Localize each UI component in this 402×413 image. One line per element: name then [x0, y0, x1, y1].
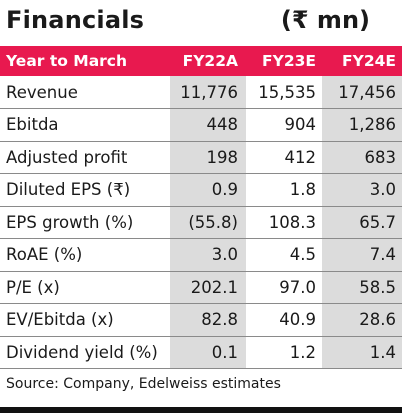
cell-fy23e: 1.8: [246, 173, 322, 206]
cell-fy22a: 198: [170, 141, 246, 174]
cell-fy23e: 1.2: [246, 336, 322, 369]
row-label: Revenue: [0, 76, 170, 109]
cell-fy23e: 904: [246, 108, 322, 141]
cell-fy22a: 0.9: [170, 173, 246, 206]
table-row: RoAE (%) 3.0 4.5 7.4: [0, 238, 402, 271]
table-row: P/E (x) 202.1 97.0 58.5: [0, 271, 402, 304]
row-label: EPS growth (%): [0, 206, 170, 239]
cell-fy24e: 65.7: [322, 206, 402, 239]
source-note: Source: Company, Edelweiss estimates: [6, 376, 281, 392]
header-year-to-march: Year to March: [6, 52, 128, 70]
cell-fy24e: 3.0: [322, 173, 402, 206]
row-label: RoAE (%): [0, 238, 170, 271]
bottom-rule: [0, 407, 402, 413]
header-fy22a: FY22A: [182, 52, 238, 70]
cell-fy23e: 15,535: [246, 76, 322, 109]
table-row: EV/Ebitda (x) 82.8 40.9 28.6: [0, 303, 402, 336]
table-row: Revenue 11,776 15,535 17,456: [0, 76, 402, 109]
table-row: Dividend yield (%) 0.1 1.2 1.4: [0, 336, 402, 369]
cell-fy24e: 683: [322, 141, 402, 174]
cell-fy24e: 58.5: [322, 271, 402, 304]
cell-fy22a: 82.8: [170, 303, 246, 336]
table-row: EPS growth (%) (55.8) 108.3 65.7: [0, 206, 402, 239]
cell-fy24e: 1.4: [322, 336, 402, 369]
row-label: Diluted EPS (₹): [0, 173, 170, 206]
cell-fy23e: 40.9: [246, 303, 322, 336]
cell-fy23e: 108.3: [246, 206, 322, 239]
cell-fy22a: 11,776: [170, 76, 246, 109]
cell-fy24e: 7.4: [322, 238, 402, 271]
table-row: Adjusted profit 198 412 683: [0, 141, 402, 174]
header-row: Year to March FY22A FY23E FY24E: [0, 46, 402, 76]
row-label: Dividend yield (%): [0, 336, 170, 369]
cell-fy22a: (55.8): [170, 206, 246, 239]
cell-fy24e: 17,456: [322, 76, 402, 109]
cell-fy24e: 1,286: [322, 108, 402, 141]
table-row: Diluted EPS (₹) 0.9 1.8 3.0: [0, 173, 402, 206]
cell-fy23e: 97.0: [246, 271, 322, 304]
header-fy23e: FY23E: [262, 52, 316, 70]
table-row: Ebitda 448 904 1,286: [0, 108, 402, 141]
cell-fy24e: 28.6: [322, 303, 402, 336]
row-label: P/E (x): [0, 271, 170, 304]
cell-fy23e: 412: [246, 141, 322, 174]
table-title: Financials: [6, 6, 145, 34]
cell-fy22a: 448: [170, 108, 246, 141]
cell-fy23e: 4.5: [246, 238, 322, 271]
row-label: Adjusted profit: [0, 141, 170, 174]
financials-table: Year to March FY22A FY23E FY24E Revenue …: [0, 46, 402, 369]
table-header: Year to March FY22A FY23E FY24E: [0, 46, 402, 76]
unit-label: (₹ mn): [280, 6, 370, 34]
header-fy24e: FY24E: [342, 52, 396, 70]
table-body: Revenue 11,776 15,535 17,456 Ebitda 448 …: [0, 76, 402, 369]
row-label: Ebitda: [0, 108, 170, 141]
title-row: Financials (₹ mn): [0, 0, 402, 46]
row-label: EV/Ebitda (x): [0, 303, 170, 336]
cell-fy22a: 202.1: [170, 271, 246, 304]
cell-fy22a: 0.1: [170, 336, 246, 369]
cell-fy22a: 3.0: [170, 238, 246, 271]
